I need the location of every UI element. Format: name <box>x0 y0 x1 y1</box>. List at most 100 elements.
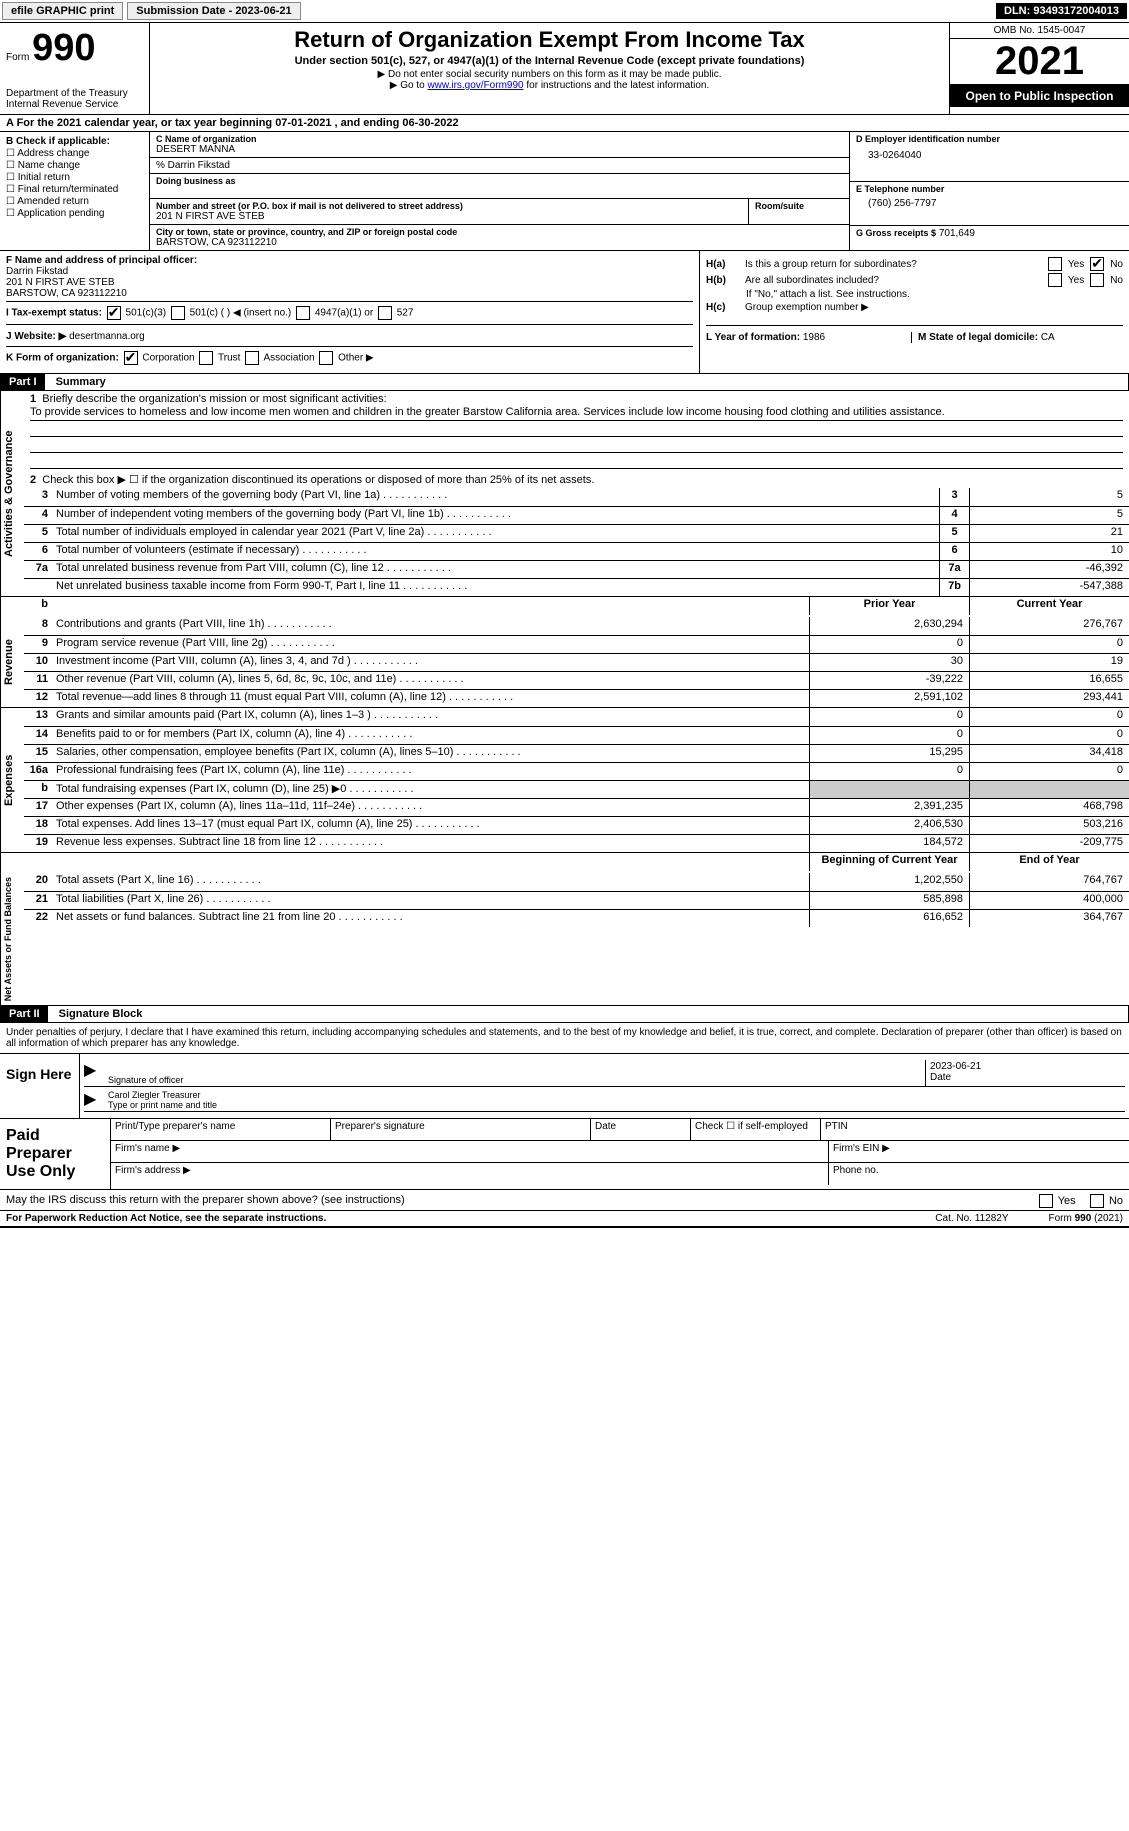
footer-left: For Paperwork Reduction Act Notice, see … <box>6 1213 326 1224</box>
side-label-netassets: Net Assets or Fund Balances <box>0 873 24 1005</box>
omb-number: OMB No. 1545-0047 <box>950 23 1129 39</box>
col-b-title: B Check if applicable: <box>6 136 143 147</box>
chk-other[interactable] <box>319 351 333 365</box>
chk-assoc[interactable] <box>245 351 259 365</box>
efile-button[interactable]: efile GRAPHIC print <box>2 2 123 20</box>
hb-no[interactable] <box>1090 273 1104 287</box>
form-word: Form <box>6 52 29 63</box>
section-bcd: B Check if applicable: Address change Na… <box>0 132 1129 251</box>
j-website: J Website: ▶ desertmanna.org <box>6 327 693 347</box>
form-number: 990 <box>32 27 95 69</box>
side-label-revenue: Revenue <box>0 617 24 707</box>
note-link: ▶ Go to www.irs.gov/Form990 for instruct… <box>156 80 943 91</box>
note-ssn: ▶ Do not enter social security numbers o… <box>156 69 943 80</box>
ein: 33-0264040 <box>856 144 1123 167</box>
h-a: H(a) Is this a group return for subordin… <box>706 257 1123 271</box>
prep-row-1: Print/Type preparer's name Preparer's si… <box>111 1119 1129 1141</box>
ein-cell: D Employer identification number 33-0264… <box>850 132 1129 182</box>
table-row: 6 Total number of volunteers (estimate i… <box>24 542 1129 560</box>
chk-4947[interactable] <box>296 306 310 320</box>
table-row: 10 Investment income (Part VIII, column … <box>24 653 1129 671</box>
org-name: DESERT MANNA <box>156 144 843 155</box>
row-a-period: A For the 2021 calendar year, or tax yea… <box>0 115 1129 132</box>
dept-label: Department of the Treasury Internal Reve… <box>6 88 143 110</box>
discuss-no[interactable] <box>1090 1194 1104 1208</box>
submission-button[interactable]: Submission Date - 2023-06-21 <box>127 2 300 20</box>
mission-text: To provide services to homeless and low … <box>30 405 1123 421</box>
side-label-ag: Activities & Governance <box>0 391 24 596</box>
chk-amended[interactable]: Amended return <box>6 196 143 207</box>
paid-preparer-label: Paid Preparer Use Only <box>0 1119 110 1189</box>
chk-name[interactable]: Name change <box>6 160 143 171</box>
part1-header: Part I Summary <box>0 374 1129 391</box>
arrow-icon: ▶ <box>84 1060 104 1086</box>
ha-yes[interactable] <box>1048 257 1062 271</box>
col-c-org: C Name of organization DESERT MANNA % Da… <box>150 132 849 250</box>
table-row: 5 Total number of individuals employed i… <box>24 524 1129 542</box>
f-officer: F Name and address of principal officer:… <box>6 255 693 299</box>
header-begin-end: Beginning of Current Year End of Year <box>0 853 1129 873</box>
paid-preparer-block: Paid Preparer Use Only Print/Type prepar… <box>0 1119 1129 1190</box>
chk-501c[interactable] <box>171 306 185 320</box>
form-title: Return of Organization Exempt From Incom… <box>156 27 943 53</box>
chk-trust[interactable] <box>199 351 213 365</box>
discuss-yes[interactable] <box>1039 1194 1053 1208</box>
room-label: Room/suite <box>755 201 843 211</box>
table-row: 7a Total unrelated business revenue from… <box>24 560 1129 578</box>
col-fjk: F Name and address of principal officer:… <box>0 251 699 373</box>
irs-link[interactable]: www.irs.gov/Form990 <box>427 80 523 91</box>
table-row: 22 Net assets or fund balances. Subtract… <box>24 909 1129 927</box>
form-header: Form 990 Department of the Treasury Inte… <box>0 23 1129 115</box>
netassets-section: Net Assets or Fund Balances 20 Total ass… <box>0 873 1129 1006</box>
prep-row-2: Firm's name ▶ Firm's EIN ▶ <box>111 1141 1129 1163</box>
topbar: efile GRAPHIC print Submission Date - 20… <box>0 0 1129 23</box>
prep-row-3: Firm's address ▶ Phone no. <box>111 1163 1129 1185</box>
table-row: 18 Total expenses. Add lines 13–17 (must… <box>24 816 1129 834</box>
table-row: b Total fundraising expenses (Part IX, c… <box>24 780 1129 798</box>
chk-final[interactable]: Final return/terminated <box>6 184 143 195</box>
perjury-declaration: Under penalties of perjury, I declare th… <box>0 1023 1129 1054</box>
sign-here-block: Sign Here ▶ Signature of officer 2023-06… <box>0 1054 1129 1119</box>
header-right: OMB No. 1545-0047 2021 Open to Public In… <box>949 23 1129 114</box>
header-b: b Prior Year Current Year <box>0 597 1129 617</box>
footer: For Paperwork Reduction Act Notice, see … <box>0 1211 1129 1228</box>
k-form-org: K Form of organization: Corporation Trus… <box>6 347 693 369</box>
part2-header: Part II Signature Block <box>0 1006 1129 1023</box>
arrow-icon: ▶ <box>84 1089 104 1111</box>
chk-address[interactable]: Address change <box>6 148 143 159</box>
side-label-expenses: Expenses <box>0 708 24 852</box>
table-row: 17 Other expenses (Part IX, column (A), … <box>24 798 1129 816</box>
gross-receipts: 701,649 <box>939 228 975 239</box>
chk-corp[interactable] <box>124 351 138 365</box>
dba-cell: Doing business as <box>150 174 849 199</box>
table-row: 15 Salaries, other compensation, employe… <box>24 744 1129 762</box>
gross-cell: G Gross receipts $ 701,649 <box>850 226 1129 241</box>
footer-cat: Cat. No. 11282Y <box>935 1213 1008 1224</box>
form-subtitle: Under section 501(c), 527, or 4947(a)(1)… <box>156 55 943 67</box>
col-headers-2: Beginning of Current Year End of Year <box>24 853 1129 871</box>
chk-527[interactable] <box>378 306 392 320</box>
col-headers-1: b Prior Year Current Year <box>24 597 1129 615</box>
col-b-checkboxes: B Check if applicable: Address change Na… <box>0 132 150 250</box>
table-row: 9 Program service revenue (Part VIII, li… <box>24 635 1129 653</box>
sign-here-label: Sign Here <box>0 1054 80 1118</box>
table-row: 21 Total liabilities (Part X, line 26) 5… <box>24 891 1129 909</box>
signature-row: ▶ Signature of officer 2023-06-21 Date <box>84 1060 1125 1087</box>
chk-501c3[interactable] <box>107 306 121 320</box>
hb-yes[interactable] <box>1048 273 1062 287</box>
care-of: % Darrin Fikstad <box>150 158 849 174</box>
chk-initial[interactable]: Initial return <box>6 172 143 183</box>
phone-cell: E Telephone number (760) 256-7797 <box>850 182 1129 226</box>
name-title-row: ▶ Carol Ziegler Treasurer Type or print … <box>84 1089 1125 1112</box>
city: BARSTOW, CA 923112210 <box>156 237 843 248</box>
table-row: 4 Number of independent voting members o… <box>24 506 1129 524</box>
table-row: 8 Contributions and grants (Part VIII, l… <box>24 617 1129 635</box>
chk-pending[interactable]: Application pending <box>6 208 143 219</box>
org-name-cell: C Name of organization DESERT MANNA <box>150 132 849 158</box>
table-row: 14 Benefits paid to or for members (Part… <box>24 726 1129 744</box>
city-cell: City or town, state or province, country… <box>150 225 849 250</box>
table-row: 12 Total revenue—add lines 8 through 11 … <box>24 689 1129 707</box>
section-fhk: F Name and address of principal officer:… <box>0 251 1129 374</box>
table-row: 20 Total assets (Part X, line 16) 1,202,… <box>24 873 1129 891</box>
ha-no[interactable] <box>1090 257 1104 271</box>
